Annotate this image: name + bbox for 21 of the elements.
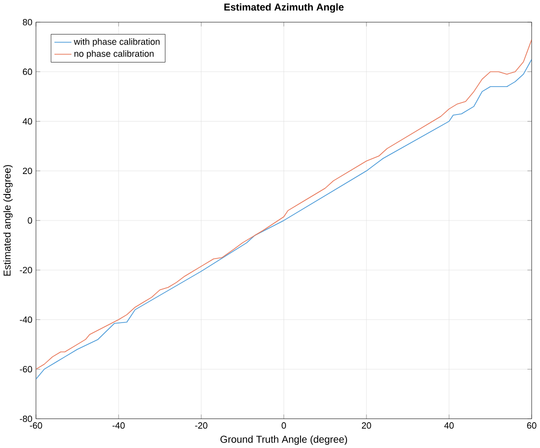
x-tick-label: 60	[527, 422, 536, 429]
y-tick-label: 40	[22, 118, 32, 124]
y-tick-label: 20	[22, 168, 32, 174]
x-tick-label: 20	[362, 422, 372, 429]
y-tick-label: -60	[20, 366, 32, 372]
y-tick-label: 80	[22, 18, 32, 26]
y-tick-label: 0	[28, 217, 32, 224]
legend-label: no phase calibration	[74, 50, 154, 59]
x-tick-label: 40	[444, 422, 454, 429]
y-tick-label: -40	[20, 316, 32, 323]
y-tick-label: -20	[20, 266, 32, 274]
y-axis-title: Estimated angle (degree)	[3, 165, 13, 276]
y-tick-label: -80	[20, 416, 32, 422]
x-axis-title: Ground Truth Angle (degree)	[220, 435, 348, 445]
y-tick-label: 60	[22, 68, 32, 75]
x-tick-label: -40	[112, 422, 125, 429]
x-tick-label: -60	[30, 422, 42, 429]
chart-title: Estimated Azimuth Angle	[224, 3, 344, 13]
x-tick-label: -20	[195, 422, 208, 429]
x-tick-label: 0	[282, 422, 286, 429]
legend-label: with phase calibration	[74, 38, 160, 47]
